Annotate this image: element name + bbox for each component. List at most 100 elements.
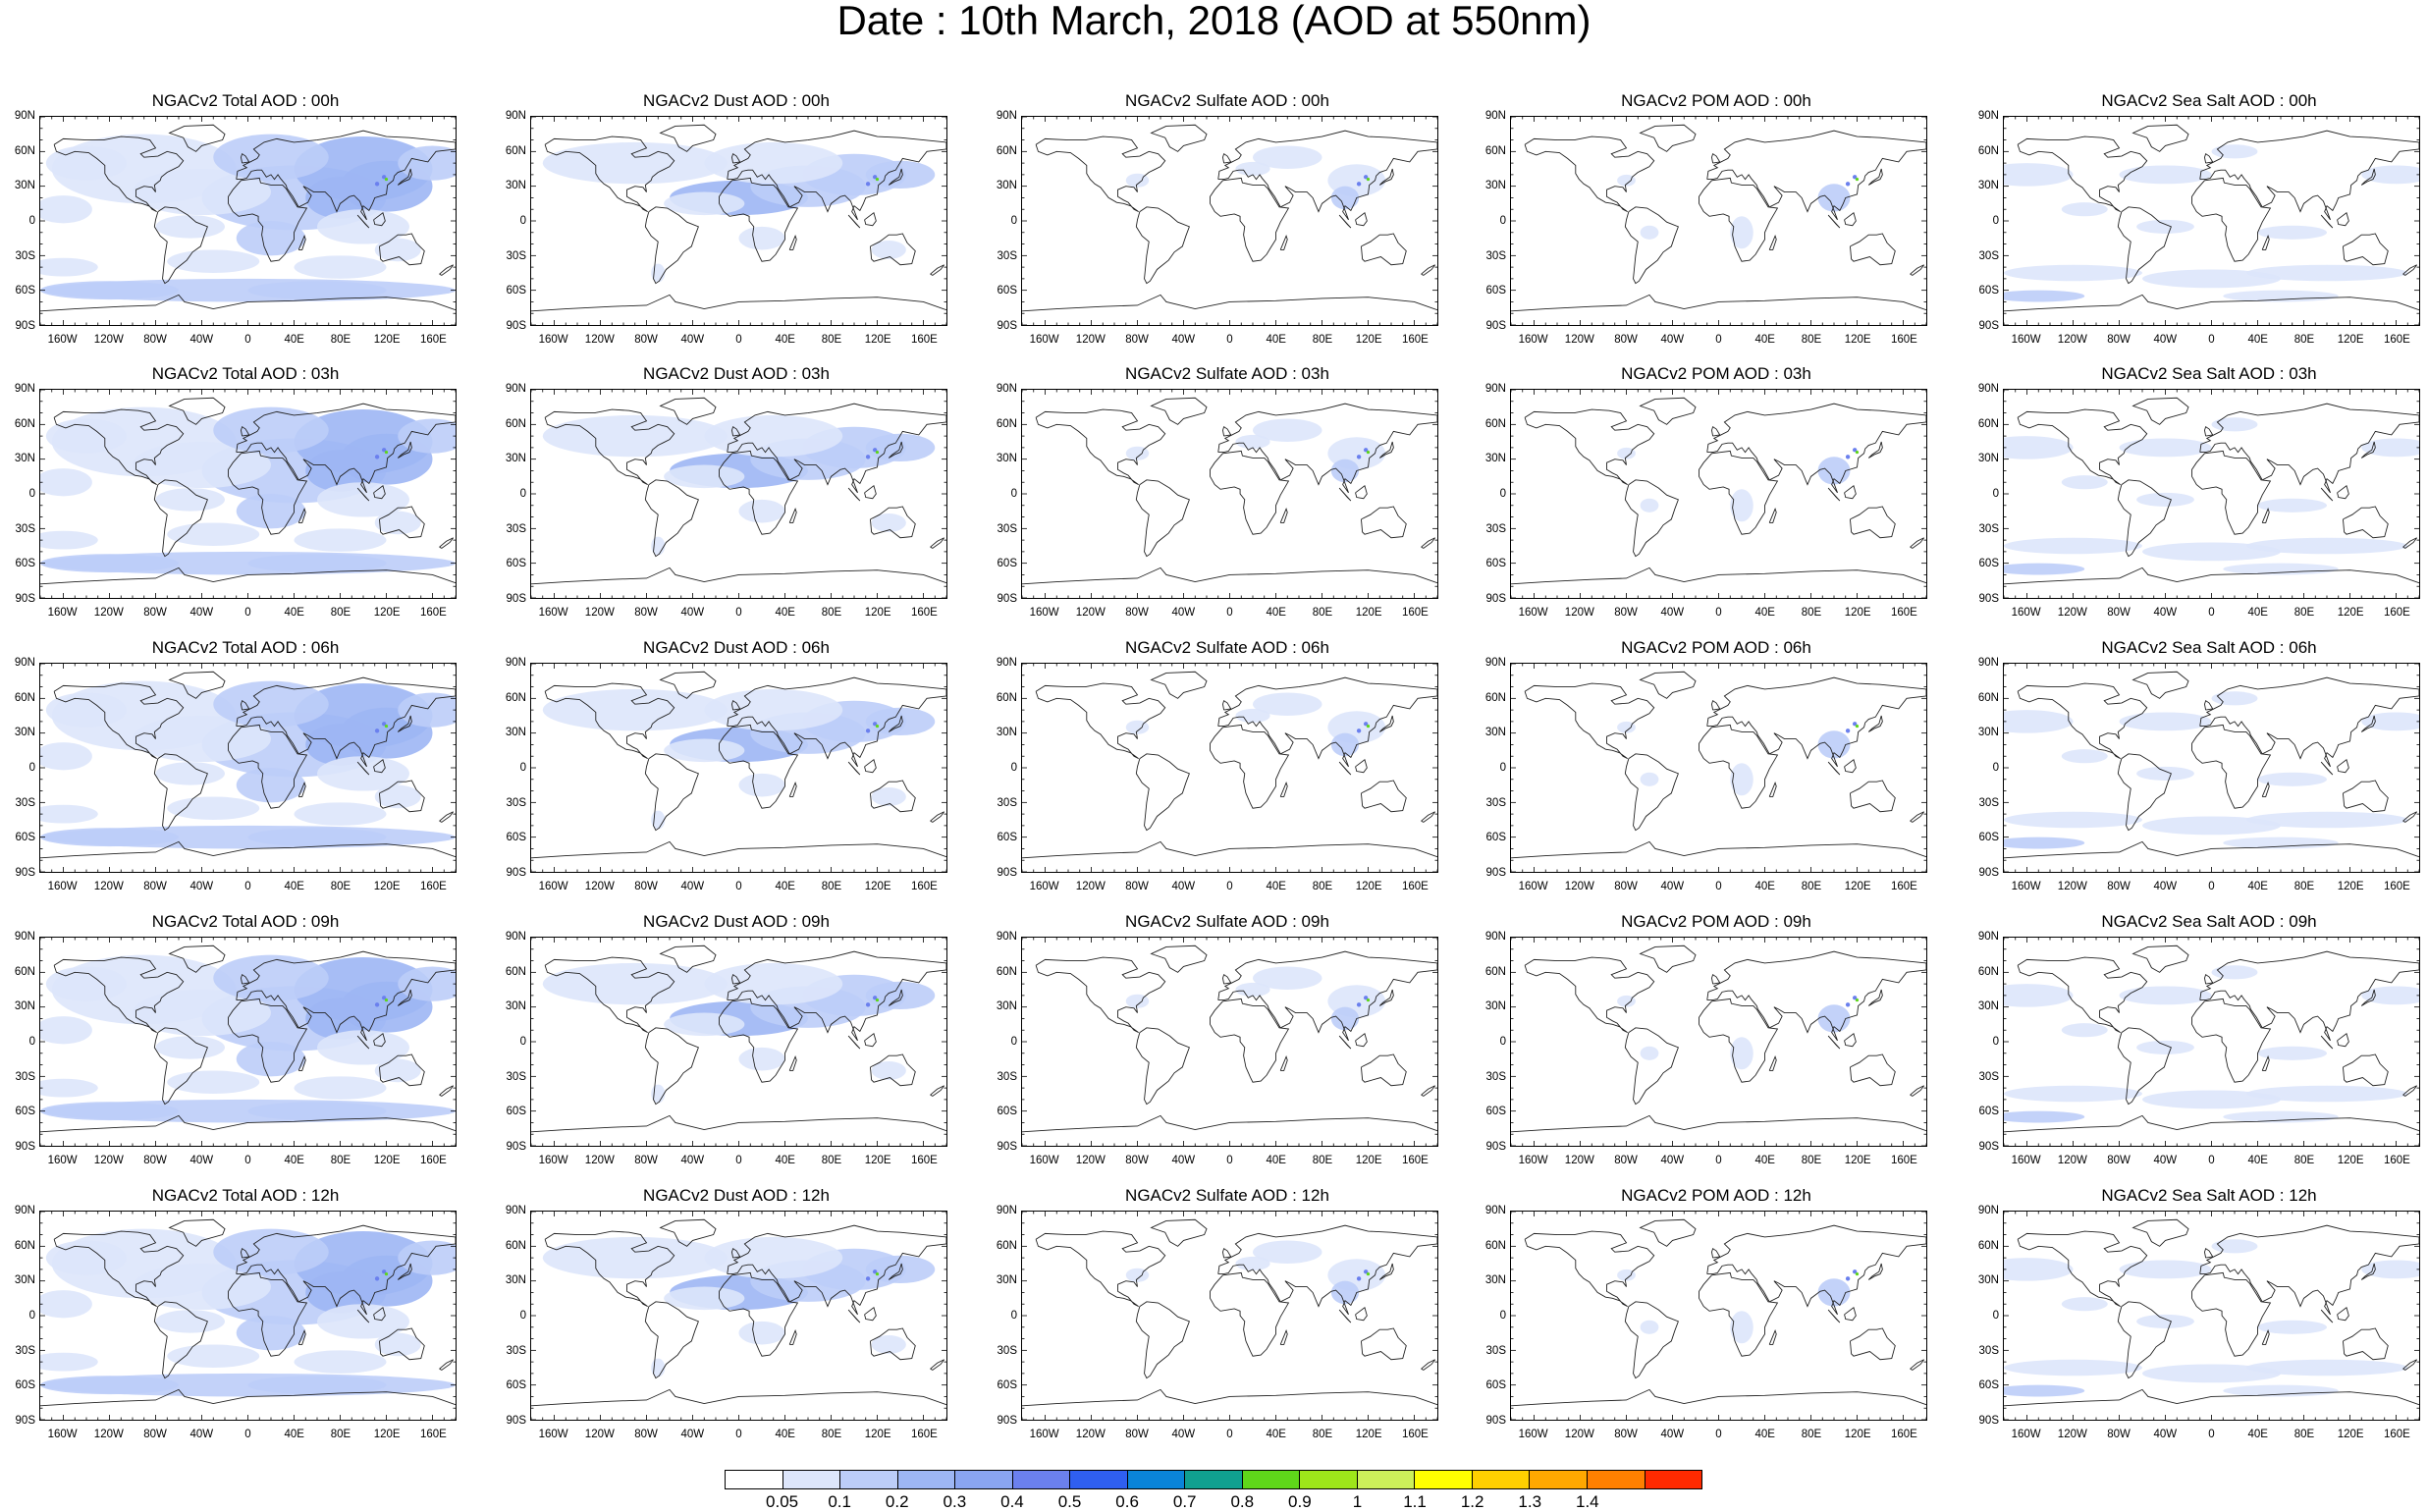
lon-tick-label: 160E: [1890, 334, 1917, 346]
lon-tick-label: 0: [244, 334, 251, 346]
lat-tick-label: 30N: [1977, 180, 1999, 192]
aod-hotspot: [1363, 175, 1369, 180]
lon-tick-label: 80W: [143, 334, 167, 346]
aod-field: [398, 1240, 456, 1275]
aod-field: [738, 226, 785, 250]
coastline: [2191, 1271, 2272, 1357]
lat-axis: 90N 60N 30N 0 30S 60S 90S: [1471, 931, 1506, 1153]
coastline: [153, 753, 208, 832]
aod-field: [1730, 763, 1754, 796]
coastline: [297, 782, 306, 797]
lon-tick-label: 120E: [864, 334, 891, 346]
aod-field: [213, 954, 329, 1001]
lat-tick-label: 60N: [1484, 691, 1506, 704]
colorbar-label: 1.3: [1518, 1492, 1542, 1511]
lat-tick-label: 60S: [506, 1379, 526, 1392]
colorbar-swatch: [1530, 1471, 1588, 1488]
aod-shading: [1125, 1240, 1386, 1305]
lat-tick-label: 30N: [14, 727, 35, 739]
aod-field: [1817, 184, 1851, 212]
aod-field: [2004, 1085, 2142, 1103]
coastline: [53, 1230, 185, 1307]
coastline: [1210, 724, 1290, 809]
lon-tick-label: 80W: [1614, 334, 1638, 346]
aod-hotspot: [872, 722, 878, 727]
lon-axis: 160W 120W 80W 40W 0 40E 80E 120E 160E: [39, 1155, 457, 1168]
aod-field: [2004, 811, 2142, 829]
lat-tick-label: 60S: [1978, 1106, 1999, 1118]
colorbar-label: 0.9: [1288, 1492, 1312, 1511]
coastline: [1624, 479, 1679, 558]
lat-tick-label: 30N: [1484, 180, 1506, 192]
panel-title: NGACv2 Total AOD : 09h: [151, 912, 340, 931]
lat-tick-label: 90S: [15, 320, 35, 332]
world-map: [40, 390, 456, 598]
coastline: [727, 130, 946, 221]
coastlines: [40, 671, 456, 859]
colorbar-swatch: [1012, 1471, 1071, 1488]
aod-field: [40, 1016, 92, 1045]
aod-field: [704, 688, 843, 731]
lon-tick-label: 40E: [1754, 607, 1775, 619]
aod-field: [2136, 1314, 2194, 1328]
aod-field: [1817, 1004, 1851, 1033]
coastline: [730, 699, 741, 711]
aod-field: [1235, 434, 1270, 450]
lon-tick-label: 40W: [1660, 607, 1685, 619]
coastline: [1338, 1035, 1352, 1050]
lat-tick-label: 90S: [997, 320, 1017, 332]
coastline: [236, 130, 456, 221]
aod-hotspot: [1855, 178, 1860, 182]
lat-tick-label: 90S: [15, 1141, 35, 1153]
lon-tick-label: 40E: [1266, 1155, 1286, 1166]
coastline: [531, 567, 946, 585]
lon-tick-label: 40E: [2247, 1429, 2268, 1440]
lon-tick-label: 40E: [1754, 881, 1775, 892]
coastlines: [2004, 945, 2419, 1133]
coastlines: [1022, 1218, 1437, 1407]
lon-tick-label: 160E: [910, 881, 938, 892]
coastline: [888, 989, 903, 1006]
coastlines: [1022, 945, 1437, 1133]
lon-axis: 160W 120W 80W 40W 0 40E 80E 120E 160E: [2003, 607, 2420, 621]
lon-tick-label: 120W: [93, 1429, 124, 1440]
lat-tick-label: 60S: [997, 285, 1017, 297]
lon-tick-label: 160E: [2383, 1429, 2410, 1440]
lon-tick-label: 40E: [1266, 607, 1286, 619]
aod-field: [2142, 1090, 2281, 1109]
coastline: [727, 676, 946, 768]
coastline: [644, 479, 699, 558]
coastline: [1279, 1329, 1288, 1345]
lat-tick-label: 30S: [506, 1070, 526, 1083]
aod-hotspot: [381, 448, 387, 453]
coastline: [1035, 408, 1166, 485]
lon-tick-label: 160W: [1029, 881, 1059, 892]
lon-tick-label: 0: [1715, 1429, 1722, 1440]
lon-tick-label: 160E: [1401, 334, 1429, 346]
lat-tick-label: 60S: [997, 832, 1017, 844]
coastline: [1355, 1033, 1368, 1048]
coastlines: [40, 945, 456, 1133]
page-title: Date : 10th March, 2018 (AOD at 550nm): [836, 0, 1592, 43]
aod-field: [398, 145, 456, 181]
aod-field: [2004, 984, 2074, 1007]
lon-tick-label: 40W: [189, 334, 214, 346]
coastline: [1338, 214, 1352, 229]
panel-title: NGACv2 Sea Salt AOD : 00h: [2101, 91, 2317, 110]
lon-tick-label: 120W: [1075, 1155, 1106, 1166]
lon-tick-label: 0: [244, 881, 251, 892]
lat-axis: 90N 60N 30N 0 30S 60S 90S: [982, 110, 1017, 332]
lat-tick-label: 90N: [996, 383, 1017, 395]
lat-tick-label: 30S: [506, 249, 526, 262]
aod-field: [542, 414, 728, 458]
coastline: [1361, 233, 1407, 266]
coastline: [1421, 1085, 1436, 1097]
lon-tick-label: 160E: [419, 1155, 447, 1166]
lon-tick-label: 120W: [584, 1155, 615, 1166]
coastlines: [2004, 124, 2419, 312]
lat-tick-label: 30N: [505, 1274, 526, 1287]
lon-axis: 160W 120W 80W 40W 0 40E 80E 120E 160E: [39, 881, 457, 894]
coastline: [240, 699, 250, 711]
lat-tick-label: 30S: [506, 1344, 526, 1357]
aod-field: [1817, 730, 1851, 759]
